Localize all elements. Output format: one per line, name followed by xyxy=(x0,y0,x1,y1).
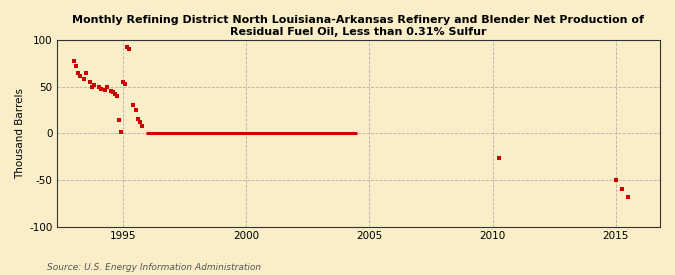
Point xyxy=(610,178,621,182)
Point xyxy=(75,73,86,78)
Point xyxy=(120,82,131,86)
Point xyxy=(107,90,118,95)
Point xyxy=(79,77,90,81)
Point xyxy=(111,94,122,98)
Point xyxy=(622,194,633,199)
Point xyxy=(85,80,96,84)
Point xyxy=(89,83,100,87)
Point xyxy=(118,80,129,84)
Point xyxy=(616,187,627,191)
Y-axis label: Thousand Barrels: Thousand Barrels xyxy=(15,88,25,179)
Point xyxy=(95,86,106,91)
Point xyxy=(71,64,82,68)
Point xyxy=(69,59,80,63)
Point xyxy=(122,45,133,49)
Point xyxy=(115,129,126,134)
Point xyxy=(128,103,139,108)
Point xyxy=(130,108,141,112)
Point xyxy=(81,71,92,75)
Point xyxy=(124,47,135,52)
Point xyxy=(99,87,110,92)
Point xyxy=(93,85,104,89)
Point xyxy=(493,155,504,160)
Point xyxy=(136,124,147,128)
Point xyxy=(101,85,112,89)
Point xyxy=(132,117,143,122)
Point xyxy=(113,118,124,123)
Text: Source: U.S. Energy Information Administration: Source: U.S. Energy Information Administ… xyxy=(47,263,261,272)
Point xyxy=(73,71,84,75)
Point xyxy=(134,120,145,124)
Point xyxy=(87,85,98,89)
Point xyxy=(105,89,116,94)
Title: Monthly Refining District North Louisiana-Arkansas Refinery and Blender Net Prod: Monthly Refining District North Louisian… xyxy=(72,15,645,37)
Point xyxy=(109,92,120,97)
